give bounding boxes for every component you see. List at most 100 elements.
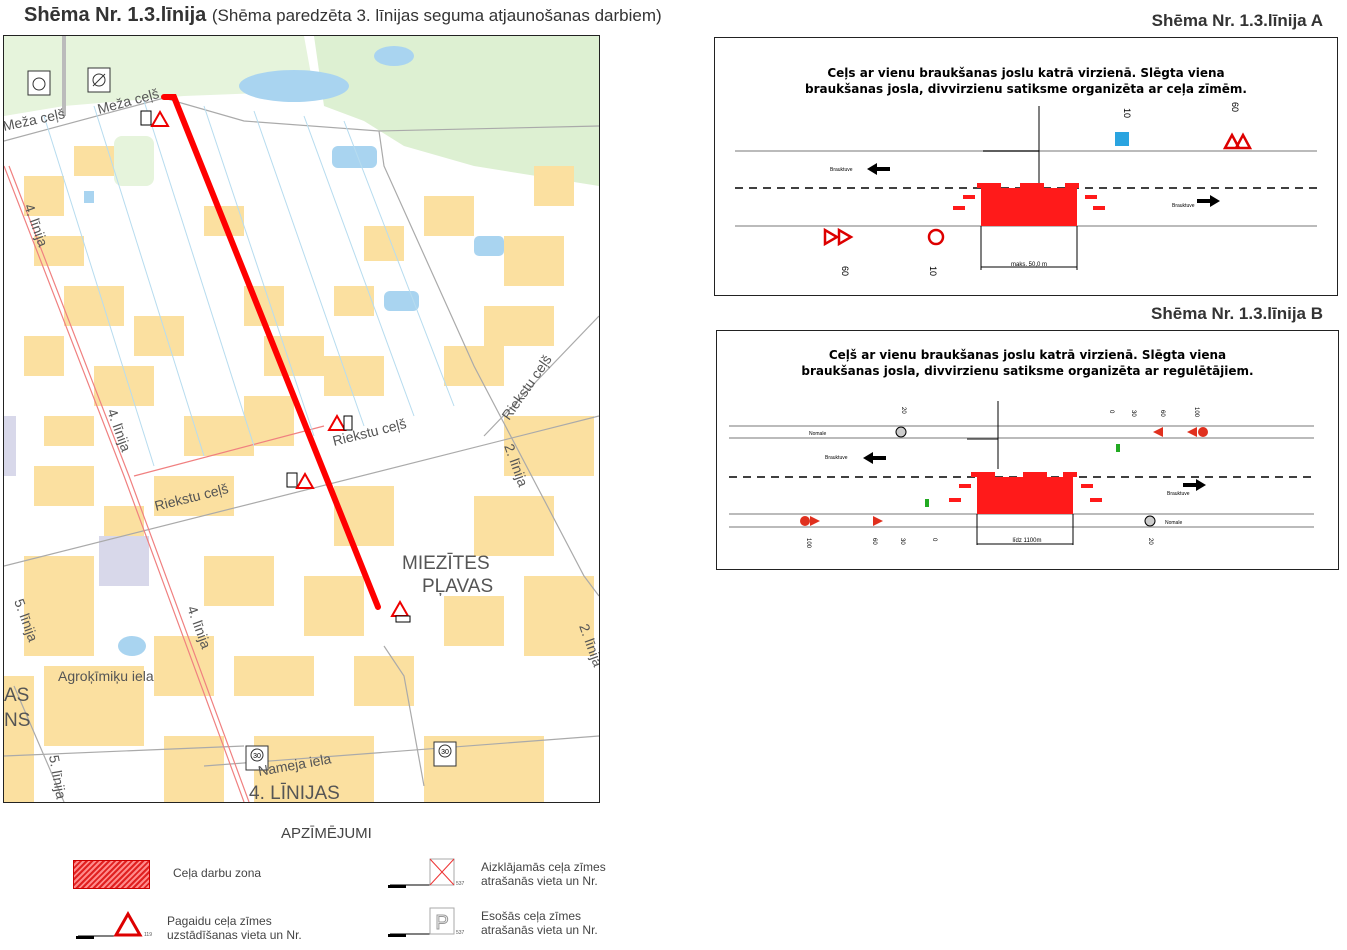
label-ns: NS [4, 710, 30, 731]
arrow-left-icon [867, 163, 890, 175]
page-title-main: Shēma Nr. 1.3.līnija [24, 4, 207, 26]
schema-a-dimension: maks. 50,0 m [1011, 262, 1047, 268]
map-canvas: 30 30 Meža ceļš Meža ceļš 4. līnija 4. l… [4, 36, 599, 802]
sign-no-overtaking-icon [927, 228, 945, 246]
svg-text:0: 0 [931, 538, 937, 542]
schema-b-shoulder-top: Nomale [809, 431, 826, 437]
legend-temp-sign-label: Pagaidu ceļa zīmes uzstādīšanas vieta un… [167, 914, 302, 942]
legend-work-zone-label: Ceļa darbu zona [173, 866, 262, 880]
schema-b-panel: Ceļš ar vienu braukšanas joslu katrā vir… [716, 330, 1339, 570]
schema-b-lane-right: Brauktuve [1167, 491, 1190, 497]
svg-text:30: 30 [899, 538, 905, 545]
schema-a-bottom-dist-1: 60 [840, 266, 850, 276]
schema-a-diagram: maks. 50,0 m Brauktuve Brauktuve 10 60 6… [735, 102, 1317, 276]
svg-text:100: 100 [1193, 407, 1199, 418]
legend-title: APZĪMĒJUMI [281, 825, 372, 842]
schema-a-heading-1: Ceļs ar vienu braukšanas joslu katrā vir… [827, 66, 1225, 80]
schema-a-top-dist-2: 60 [1230, 102, 1240, 112]
sign-warning-triangles-top-icon [1222, 132, 1253, 150]
page-title: Shēma Nr. 1.3.līnija (Shēma paredzēta 3.… [24, 4, 662, 27]
svg-text:100: 100 [805, 538, 811, 549]
map-temp-sign-north [140, 109, 170, 127]
map-sign-covered-2 [87, 67, 111, 93]
sign-end-restrictions-top-icon [895, 426, 907, 438]
traffic-controller-bottom-icon [925, 499, 929, 507]
work-zone [981, 188, 1077, 226]
legend-existing-sign-label: Esošās ceļa zīmes atrašanās vieta un Nr. [481, 909, 598, 937]
schema-b-title: Shēma Nr. 1.3.līnija B [1151, 304, 1323, 323]
svg-text:537: 537 [456, 881, 465, 887]
schema-a-top-dist-1: 10 [1122, 108, 1132, 118]
work-zone [977, 477, 1073, 514]
legend-covered-sign-label: Aizklājamās ceļa zīmes atrašanās vieta u… [481, 860, 606, 888]
sign-warning-top-icon [1153, 427, 1197, 437]
schema-a-heading-2: braukšanas josla, divvirzienu satiksme o… [805, 82, 1247, 96]
schema-b-dimension: līdz 1100m [1013, 538, 1042, 544]
legend-temp-sign-icon: 119 [76, 910, 152, 939]
label-5-linija-b: 5. līnija [46, 754, 69, 801]
svg-text:537: 537 [456, 930, 465, 936]
legend-covered-sign-icon: 537 [388, 858, 465, 888]
map-temp-sign-south [390, 599, 411, 623]
legend-temp-sign-line-2: uzstādīšanas vieta un Nr. [167, 928, 302, 942]
label-plavas: PĻAVAS [422, 576, 493, 597]
svg-text:30: 30 [253, 753, 261, 760]
legend-covered-sign-line-1: Aizklājamās ceļa zīmes [481, 860, 606, 874]
svg-text:20: 20 [1147, 538, 1153, 545]
sign-warning-bottom-icon [810, 516, 883, 526]
label-agrokimiku-iela: Agroķīmiķu iela [58, 668, 154, 684]
svg-text:30: 30 [1130, 410, 1136, 417]
label-4-linijas: 4. LĪNIJAS [249, 783, 340, 802]
map-green-areas [4, 36, 599, 186]
label-4-linija-b: 4. līnija [104, 407, 134, 454]
legend-covered-sign-line-2: atrašanās vieta un Nr. [481, 874, 598, 888]
schema-b-lane-left: Brauktuve [825, 455, 848, 461]
arrow-right-icon [1197, 195, 1220, 207]
label-miezites: MIEZĪTES [402, 553, 490, 574]
sign-warning-triangles-bottom-icon [823, 227, 854, 247]
sign-priority-oncoming-icon [1115, 132, 1129, 146]
schema-b-diagram: līdz 1100m Nomale Nomale Brauktuve Brauk… [729, 401, 1314, 549]
map-sign-speed-zone-2: 30 [433, 741, 457, 767]
map-buildings [4, 146, 594, 802]
map-temp-sign-mid-1 [327, 413, 353, 431]
legend-existing-sign-icon: P 537 [388, 907, 465, 937]
sign-bottom-circle-icon [800, 516, 810, 526]
arrow-left-icon [863, 452, 886, 464]
label-riekstu-3: Riekstu ceļš [498, 352, 554, 423]
map-water [84, 46, 504, 656]
map-institution-area [99, 536, 149, 586]
svg-text:20: 20 [900, 407, 906, 414]
schema-a-lane-left: Brauktuve [830, 167, 853, 173]
map-roads [4, 36, 599, 802]
schema-b-bottom-distances: 100 60 30 0 20 [805, 538, 1153, 549]
schema-a-bottom-dist-2: 10 [928, 266, 938, 276]
label-as: AS [4, 685, 29, 706]
schema-b-shoulder-bottom: Nomale [1165, 520, 1182, 526]
map-main-road [4, 165, 325, 802]
label-riekstu-2: Riekstu ceļš [331, 415, 408, 449]
schema-a-title: Shēma Nr. 1.3.līnija A [1151, 11, 1323, 30]
legend-existing-sign-line-2: atrašanās vieta un Nr. [481, 923, 598, 937]
site-map: 30 30 Meža ceļš Meža ceļš 4. līnija 4. l… [3, 35, 600, 803]
svg-text:30: 30 [441, 749, 449, 756]
schema-b-heading-2: braukšanas josla, divvirzienu satiksme o… [801, 364, 1254, 378]
schema-b-heading-1: Ceļš ar vienu braukšanas joslu katrā vir… [828, 348, 1227, 362]
work-route-line [161, 94, 381, 610]
legend-work-zone-swatch [73, 860, 150, 889]
map-ditches [43, 100, 455, 467]
svg-text:119: 119 [144, 932, 152, 938]
svg-text:0: 0 [1108, 410, 1114, 414]
map-temp-sign-mid-2 [286, 471, 315, 489]
legend-existing-sign-line-1: Esošās ceļa zīmes [481, 909, 582, 923]
page-subtitle: (Shēma paredzēta 3. līnijas seguma atjau… [211, 6, 662, 25]
svg-text:P: P [435, 912, 448, 934]
map-sign-covered-1 [27, 70, 51, 96]
schema-a-lane-right: Brauktuve [1172, 203, 1195, 209]
schema-b-top-distances: 20 0 30 60 100 [900, 407, 1199, 418]
traffic-controller-top-icon [1116, 444, 1120, 452]
legend-temp-sign-line-1: Pagaidu ceļa zīmes [167, 914, 272, 928]
sign-top-circle-icon [1198, 427, 1208, 437]
sign-end-restrictions-bottom-icon [1144, 515, 1156, 527]
schema-a-panel: Ceļs ar vienu braukšanas joslu katrā vir… [714, 37, 1338, 296]
